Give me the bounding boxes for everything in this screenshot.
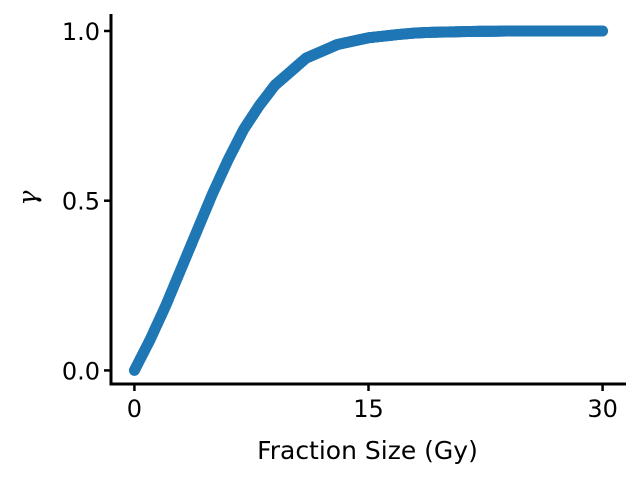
y-tick-label: 0.5 [62,188,100,216]
x-tick-label: 30 [587,395,618,423]
data-points [128,25,609,376]
y-axis-label: γ [13,190,42,205]
y-tick-label: 0.0 [62,357,100,385]
x-axis-label: Fraction Size (Gy) [257,436,478,465]
x-ticks: 0 15 30 [127,384,618,423]
x-tick-label: 15 [353,395,384,423]
data-point [597,25,609,37]
x-tick-label: 0 [127,395,142,423]
y-ticks: 0.0 0.5 1.0 [62,18,111,385]
y-tick-label: 1.0 [62,18,100,46]
